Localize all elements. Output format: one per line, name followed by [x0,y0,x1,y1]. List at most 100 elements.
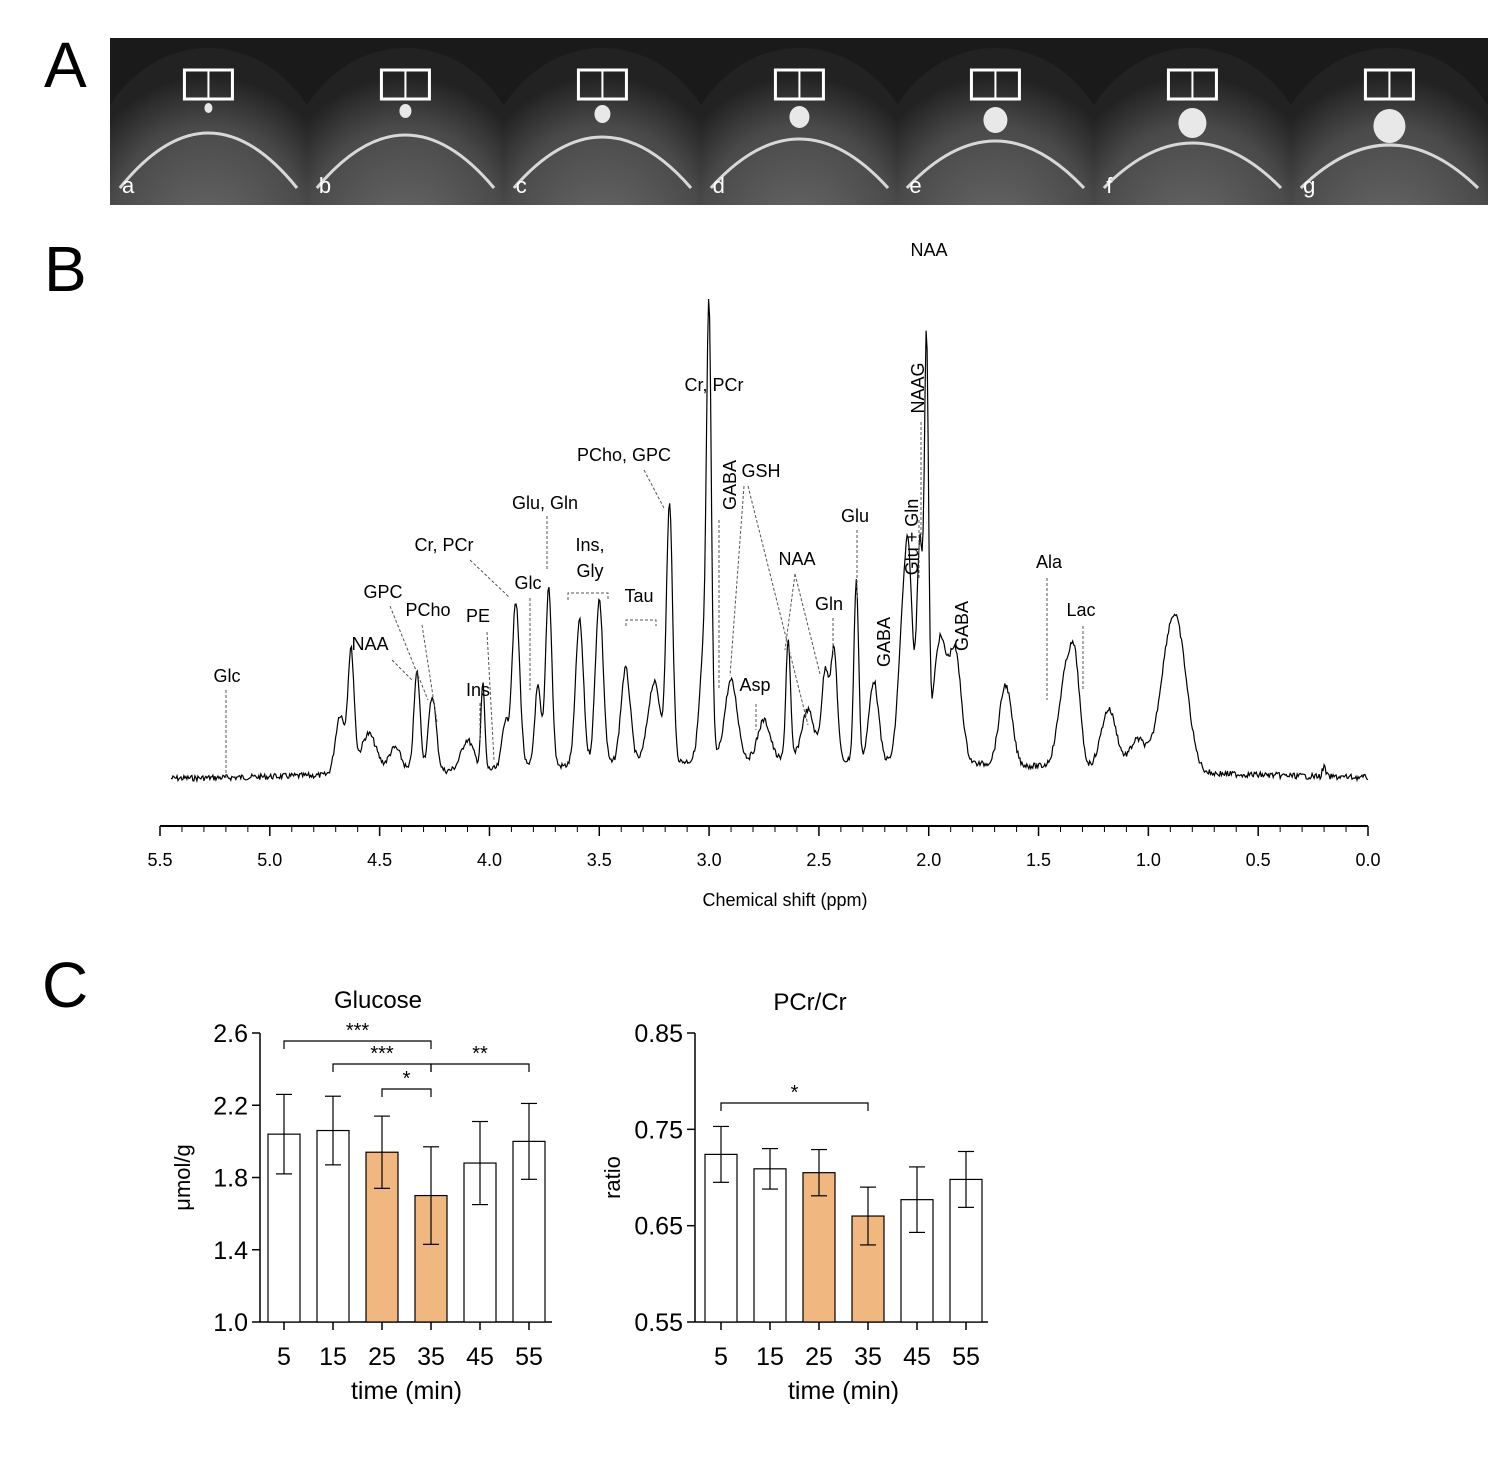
x-tick-label: 35 [417,1343,445,1371]
significance-bracket [430,1063,530,1072]
y-tick-label: 0.65 [634,1213,683,1241]
ventricle [204,103,213,113]
x-axis-label: time (min) [788,1377,899,1405]
peak-label-glugln1: Glu, Gln [512,493,578,513]
peak-label-naa3: NAA [910,240,947,260]
y-tick-label: 0.85 [634,1020,683,1048]
brain-slice-drawing [1291,48,1488,205]
panel-letter-b: B [44,233,87,305]
peak-label-insgly1: Ins, [575,535,604,555]
mri-slice-label: b [318,173,332,198]
y-axis-label: μmol/g [170,1144,195,1210]
peak-label-gaba3: GABA [952,601,972,651]
corpus-callosum [906,139,1086,190]
peak-label-crpcr1: Cr, PCr [414,535,473,555]
peak-label-glc1: Glc [214,666,241,686]
mri-slice-label: f [1106,173,1113,198]
peak-leader-line [794,573,821,675]
pcrcr-bar-chart: PCr/Cr 0.55 0.65 0.75 0.85 ratio 5 15 25 35 45 55 ti… [600,989,988,1405]
chart-title: Glucose [334,987,422,1014]
mri-slice-label: c [515,173,527,198]
peak-label-gaba1: GABA [720,460,740,510]
mri-slice-d: d [700,38,898,205]
mri-slice-e: e [897,38,1095,205]
mri-slice-label: e [909,173,922,198]
corpus-callosum [512,135,692,189]
brain-tissue [503,48,701,205]
x-tick-label: 4.5 [367,850,392,870]
corpus-callosum [315,133,496,189]
x-tick-label: 5.5 [147,850,172,870]
chart-title: PCr/Cr [773,989,846,1016]
significance-bracket [283,1040,432,1049]
peak-leader-line [469,559,510,598]
mri-slice-g: g [1291,38,1488,205]
ventricle [594,105,611,123]
x-tick-label: 1.5 [1026,850,1051,870]
x-tick-label: 4.0 [477,850,502,870]
significance-bracket [381,1088,432,1097]
ventricle [399,104,412,118]
brain-slice-drawing [1094,48,1292,205]
peak-label-asp: Asp [739,675,770,695]
corpus-callosum [118,131,299,189]
significance-bracket [332,1063,432,1072]
x-tick-label: 5.0 [257,850,282,870]
ventricle [788,106,809,128]
peak-leader-line [391,659,413,681]
x-tick-label: 35 [854,1343,882,1371]
ins-gly-bracket [567,592,609,600]
y-tick-label: 0.55 [634,1309,683,1337]
peak-leader-line [486,631,495,761]
brain-tissue [306,48,504,205]
x-tick-label: 45 [466,1343,494,1371]
peak-label-ins1: Ins [466,680,490,700]
significance-label: * [791,1082,799,1104]
peak-leader-line [643,469,666,511]
x-tick-label: 45 [903,1343,931,1371]
x-tick-label: 25 [368,1343,396,1371]
tau-bracket [625,619,657,626]
x-tick-label: 5 [714,1343,728,1371]
x-tick-label: 15 [319,1343,347,1371]
x-tick-label: 5 [277,1343,291,1371]
peak-label-lac: Lac [1066,600,1095,620]
y-tick-label: 2.6 [213,1020,248,1048]
significance-bracket [720,1102,869,1111]
corpus-callosum [709,137,889,190]
y-tick-label: 2.2 [213,1092,248,1120]
peak-label-tau: Tau [624,586,653,606]
corpus-callosum [1299,143,1480,190]
ventricle [1373,109,1406,143]
x-axis-label: time (min) [351,1377,462,1405]
panel-letter-c: C [42,949,89,1021]
glucose-bar-chart: Glucose 1.0 1.4 1.8 2.2 2.6 μmol/g 5 15 25 35 45 55 t… [170,987,552,1405]
x-tick-label: 2.0 [916,850,941,870]
corpus-callosum [1103,141,1283,190]
nmr-spectrum: 5.5 5.0 4.5 4.0 3.5 3.0 2.5 2.0 1.5 1.0 0.5 0.0 Chem… [147,240,1380,910]
peak-label-ala: Ala [1036,552,1063,572]
mri-slice-c: c [503,38,701,205]
peak-label-pchogpc: PCho, GPC [577,445,671,465]
ventricle [1178,108,1207,138]
brain-slice-drawing [110,48,307,205]
peak-label-gsh: GSH [741,461,780,481]
peak-leader-line [747,485,809,726]
x-tick-label: 55 [952,1343,980,1371]
y-tick-label: 1.8 [213,1165,248,1193]
y-axis-label: ratio [600,1156,625,1199]
bar [753,1168,787,1323]
x-tick-label: 2.5 [806,850,831,870]
x-tick-label: 3.0 [697,850,722,870]
mri-slice-label: a [122,173,135,198]
x-tick-label: 3.5 [587,850,612,870]
x-tick-label: 0.0 [1355,850,1380,870]
brain-slice-drawing [700,48,898,205]
x-axis-label: Chemical shift (ppm) [702,890,867,910]
significance-label: *** [346,1020,370,1042]
peak-label-crpcr2: Cr, PCr [684,375,743,395]
peak-leader-line [421,624,438,723]
brain-slice-drawing [897,48,1095,205]
peak-label-naa1: NAA [351,634,388,654]
y-tick-label: 1.0 [213,1309,248,1337]
